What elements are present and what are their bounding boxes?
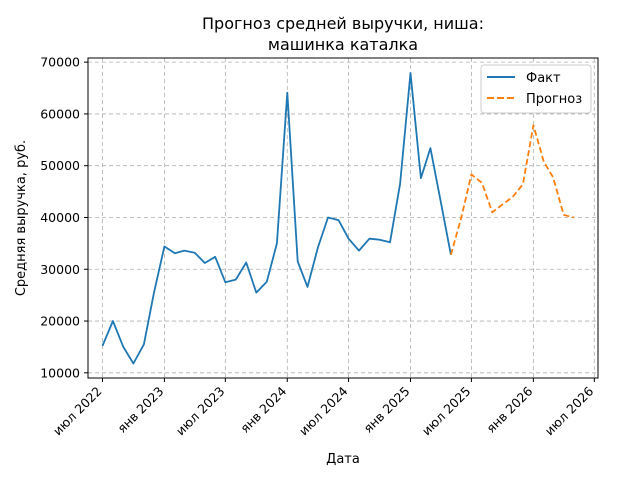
forecast-data-point bbox=[481, 182, 483, 184]
fact-data-point bbox=[102, 345, 104, 347]
fact-data-point bbox=[245, 262, 247, 264]
forecast-data-point bbox=[501, 204, 503, 206]
series-line-forecast bbox=[450, 124, 575, 256]
forecast-data-point bbox=[460, 217, 462, 219]
forecast-data-point bbox=[532, 124, 534, 126]
fact-data-point bbox=[286, 92, 288, 94]
chart-title-line-2: машинка каталка bbox=[268, 35, 418, 54]
fact-data-point bbox=[297, 261, 299, 263]
fact-data-point bbox=[255, 292, 257, 294]
fact-data-point bbox=[164, 246, 166, 248]
y-tick-label: 40000 bbox=[40, 210, 80, 225]
legend-label-fact: Факт bbox=[526, 71, 561, 86]
series-group bbox=[101, 72, 575, 365]
fact-data-point bbox=[440, 201, 442, 203]
fact-data-point bbox=[338, 219, 340, 221]
fact-data-point bbox=[266, 281, 268, 283]
fact-data-point bbox=[183, 250, 185, 252]
forecast-data-point bbox=[552, 177, 554, 179]
y-tick-label: 30000 bbox=[40, 262, 80, 277]
chart-title-line-1: Прогноз средней выручки, ниша: bbox=[202, 14, 484, 33]
y-tick-label: 60000 bbox=[40, 106, 80, 121]
forecast-data-point bbox=[450, 254, 452, 256]
fact-data-point bbox=[174, 252, 176, 254]
fact-data-point bbox=[358, 250, 360, 252]
forecast-data-point bbox=[543, 161, 545, 163]
fact-data-point bbox=[327, 217, 329, 219]
y-tick-label: 70000 bbox=[40, 55, 80, 70]
forecast-data-point bbox=[573, 217, 575, 219]
plot-frame bbox=[87, 57, 599, 379]
fact-data-point bbox=[317, 247, 319, 249]
fact-data-point bbox=[133, 363, 135, 365]
fact-data-point bbox=[369, 238, 371, 240]
forecast-data-point bbox=[491, 211, 493, 213]
legend: Факт Прогноз bbox=[480, 64, 592, 114]
fact-data-point bbox=[420, 177, 422, 179]
forecast-data-point bbox=[522, 183, 524, 185]
fact-data-point bbox=[348, 238, 350, 240]
y-tick-label: 10000 bbox=[40, 365, 80, 380]
fact-data-point bbox=[153, 292, 155, 294]
y-axis-label: Средняя выручка, руб. bbox=[14, 140, 29, 296]
legend-label-forecast: Прогноз bbox=[526, 92, 582, 107]
forecast-data-point bbox=[563, 214, 565, 216]
fact-data-point bbox=[410, 72, 412, 74]
fact-data-point bbox=[122, 346, 124, 348]
y-axis-ticks: 10000 20000 30000 40000 50000 60000 70000 bbox=[40, 55, 88, 380]
fact-data-point bbox=[194, 252, 196, 254]
y-tick-label: 50000 bbox=[40, 158, 80, 173]
fact-data-point bbox=[112, 320, 114, 322]
fact-data-point bbox=[276, 242, 278, 244]
grid bbox=[88, 58, 598, 378]
fact-data-point bbox=[214, 256, 216, 258]
fact-data-point bbox=[429, 147, 431, 149]
fact-data-point bbox=[143, 343, 145, 345]
fact-data-point bbox=[204, 262, 206, 264]
forecast-data-point bbox=[512, 196, 514, 198]
series-line-fact bbox=[101, 72, 452, 365]
fact-data-point bbox=[224, 281, 226, 283]
fact-data-point bbox=[235, 279, 237, 281]
fact-data-point bbox=[379, 239, 381, 241]
x-axis-label: Дата bbox=[326, 452, 360, 467]
fact-data-point bbox=[389, 241, 391, 243]
fact-data-point bbox=[399, 183, 401, 185]
fact-data-point bbox=[307, 286, 309, 288]
forecast-data-point bbox=[471, 174, 473, 176]
y-tick-label: 20000 bbox=[40, 314, 80, 329]
